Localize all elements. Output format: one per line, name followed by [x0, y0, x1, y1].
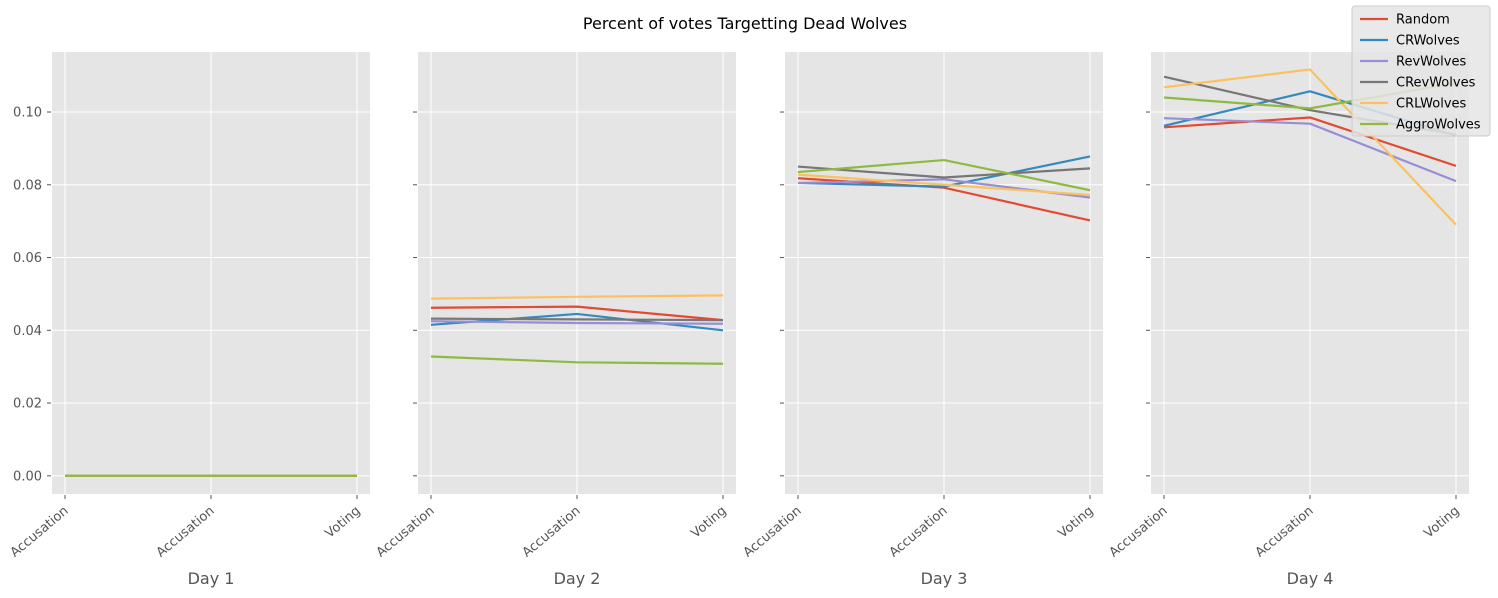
legend-label: CRLWolves [1396, 97, 1467, 112]
legend-label: Random [1396, 13, 1450, 28]
y-tick-label: 0.10 [13, 106, 42, 121]
x-tick-label: Voting [688, 504, 729, 542]
legend-label: CRWolves [1396, 34, 1460, 49]
series-line-crlwolves [430, 294, 724, 300]
series-line-random [430, 305, 724, 322]
x-tick-label: Accusation [8, 504, 72, 561]
series-line-crevwolves [797, 165, 1091, 179]
legend: Random CRWolves RevWolves CRevWolves CRLWolv… [1351, 5, 1491, 137]
x-tick-label: Accusation [374, 504, 438, 561]
x-axis-label: Day 2 [554, 569, 601, 588]
y-tick-label: 0.04 [13, 324, 42, 339]
x-axis-label: Day 4 [1287, 569, 1334, 588]
series-line-crevwolves [430, 317, 724, 322]
series-line-random [1163, 116, 1457, 167]
x-tick-label: Voting [1421, 504, 1462, 542]
panel-day-3: Accusation Accusation Voting Day 3 [741, 52, 1103, 588]
series-line-aggrowolves [797, 158, 1091, 192]
x-tick-label: Accusation [1253, 504, 1317, 561]
y-tick-label: 0.08 [13, 178, 42, 193]
panel-day-2: Accusation Accusation Voting Day 2 [374, 52, 736, 588]
x-tick-label: Accusation [887, 504, 951, 561]
series-line-crlwolves [797, 173, 1091, 197]
legend-label: RevWolves [1396, 55, 1466, 70]
y-tick-label: 0.00 [13, 469, 42, 484]
series-line-crlwolves [1163, 68, 1457, 226]
series-line-revwolves [1163, 117, 1457, 183]
y-tick-label: 0.06 [13, 251, 42, 266]
x-tick-label: Voting [1055, 504, 1096, 542]
chart-title: Percent of votes Targetting Dead Wolves [583, 14, 907, 33]
x-tick-label: Accusation [520, 504, 584, 561]
x-tick-label: Accusation [741, 504, 805, 561]
x-axis-label: Day 3 [921, 569, 968, 588]
series-line-aggrowolves [430, 355, 724, 365]
y-tick-label: 0.02 [13, 397, 42, 412]
x-tick-label: Accusation [1107, 504, 1171, 561]
legend-label: AggroWolves [1396, 118, 1481, 133]
series-line-crwolves [797, 155, 1091, 188]
x-axis-label: Day 1 [188, 569, 235, 588]
legend-label: CRevWolves [1396, 76, 1476, 91]
panel-day-1: 0.00 0.02 0.04 0.06 0.08 0.10 Accusation Accusa… [8, 52, 370, 588]
series-line-revwolves [430, 320, 724, 325]
x-tick-label: Accusation [154, 504, 218, 561]
x-tick-label: Voting [322, 504, 363, 542]
